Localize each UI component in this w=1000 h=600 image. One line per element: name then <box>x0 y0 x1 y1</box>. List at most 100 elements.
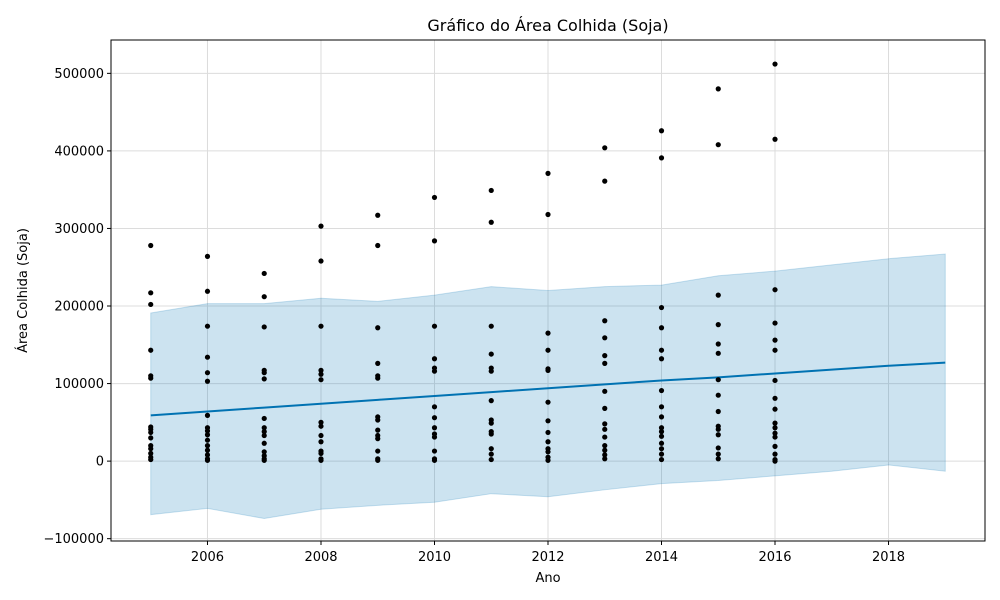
data-point <box>545 347 551 353</box>
data-point <box>715 142 721 148</box>
data-point <box>261 429 267 435</box>
x-axis-ticks: 2006 2008 2010 2012 2014 2016 2018 <box>191 541 905 565</box>
data-point <box>148 347 154 353</box>
data-point <box>375 325 381 331</box>
x-tick-label: 2016 <box>758 550 791 565</box>
data-point <box>772 434 778 440</box>
data-point <box>204 253 211 259</box>
data-point <box>545 429 551 436</box>
data-point <box>375 427 381 433</box>
data-point <box>772 347 778 353</box>
x-tick-label: 2014 <box>645 550 678 565</box>
data-point <box>658 429 665 435</box>
data-point <box>431 404 438 410</box>
data-point <box>204 378 211 384</box>
data-point <box>602 145 608 151</box>
data-point <box>261 370 267 376</box>
data-point <box>658 414 665 420</box>
data-point <box>715 392 721 398</box>
x-tick-label: 2008 <box>304 550 337 565</box>
data-point <box>375 242 381 249</box>
data-point <box>602 178 608 184</box>
y-tick-label: 0 <box>96 455 104 470</box>
data-point <box>148 375 154 381</box>
data-point <box>715 341 721 347</box>
data-point <box>602 452 608 458</box>
data-point <box>204 288 211 294</box>
data-point <box>204 443 211 449</box>
data-point <box>772 395 778 401</box>
data-point <box>545 449 551 455</box>
data-point <box>261 415 267 422</box>
y-tick-label: 500000 <box>54 67 104 82</box>
data-point <box>545 418 551 424</box>
data-point <box>602 318 608 324</box>
data-point <box>148 290 154 296</box>
grid-lines <box>111 40 985 541</box>
data-point <box>772 377 778 384</box>
data-point <box>658 356 665 362</box>
data-point <box>375 448 381 454</box>
data-point <box>545 367 551 373</box>
data-point <box>488 398 494 404</box>
data-point <box>204 370 211 376</box>
data-point <box>545 439 551 445</box>
data-point <box>204 428 211 434</box>
data-point <box>431 323 438 329</box>
data-point <box>261 449 267 455</box>
data-point <box>545 457 551 463</box>
data-point <box>658 347 665 353</box>
data-point <box>658 404 665 410</box>
data-point <box>602 335 608 341</box>
data-point <box>204 437 211 443</box>
data-point <box>488 431 494 437</box>
data-point <box>715 445 721 451</box>
y-tick-label: −100000 <box>43 532 104 547</box>
y-tick-label: 200000 <box>54 300 104 315</box>
x-tick-label: 2006 <box>191 550 224 565</box>
data-point <box>318 223 324 229</box>
data-point <box>375 457 381 463</box>
data-point <box>715 292 721 298</box>
data-point <box>715 456 721 462</box>
data-point <box>318 457 324 463</box>
trend-line <box>150 361 946 417</box>
data-point <box>602 421 608 427</box>
data-point <box>261 425 267 431</box>
data-point <box>261 270 267 277</box>
data-point <box>148 446 154 452</box>
y-tick-label: 300000 <box>54 222 104 237</box>
data-point <box>261 294 267 300</box>
data-point <box>602 405 608 411</box>
data-point <box>658 325 665 331</box>
data-point <box>715 377 721 383</box>
data-point <box>488 219 494 225</box>
data-point <box>488 420 494 426</box>
data-point <box>318 423 324 429</box>
data-point <box>431 434 438 440</box>
data-point <box>772 458 778 464</box>
data-point <box>318 323 324 329</box>
data-point <box>602 388 608 394</box>
data-point <box>375 436 381 442</box>
data-point <box>772 61 778 67</box>
data-point <box>148 450 154 456</box>
data-point <box>658 128 665 134</box>
data-point <box>431 368 438 374</box>
data-point <box>772 287 778 293</box>
x-tick-label: 2012 <box>531 550 564 565</box>
data-point <box>318 439 324 445</box>
data-point <box>602 443 608 449</box>
data-point <box>488 446 494 452</box>
data-point <box>204 447 211 453</box>
data-point <box>488 187 494 194</box>
data-point <box>204 457 211 463</box>
data-point <box>375 417 381 423</box>
data-point <box>602 456 608 462</box>
data-point <box>431 356 438 362</box>
data-point <box>658 440 665 446</box>
data-point <box>658 451 665 457</box>
data-point <box>204 432 211 438</box>
